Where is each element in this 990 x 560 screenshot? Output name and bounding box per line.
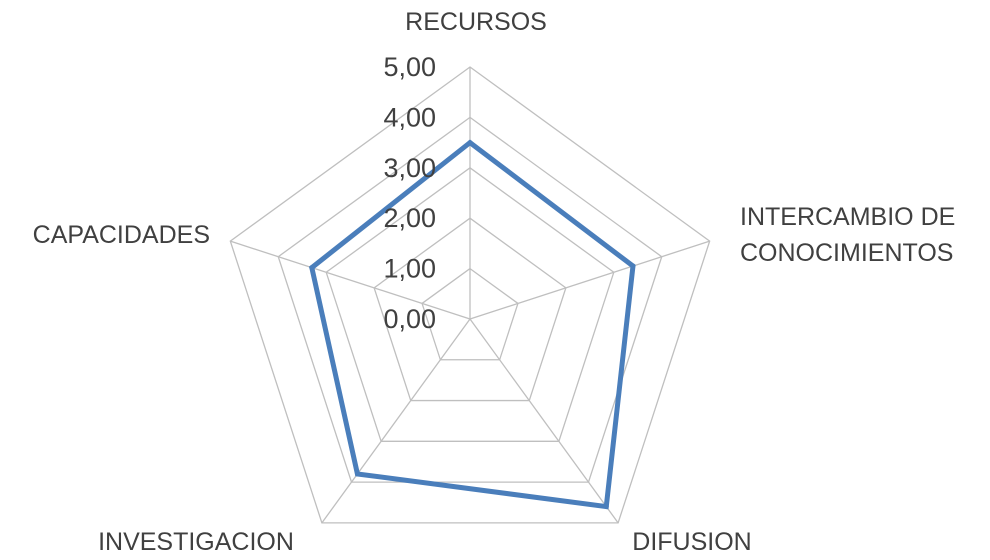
category-label-3: INVESTIGACION [98, 528, 294, 555]
axis-spoke-4 [230, 240, 471, 320]
axis-spoke-2 [469, 318, 619, 524]
category-label-1-line-0: INTERCAMBIO DE [740, 203, 955, 231]
grid-layer [229, 66, 711, 524]
data-point-0-2 [603, 504, 609, 510]
tick-label-5: 5,00 [383, 52, 436, 82]
data-point-0-0 [467, 140, 473, 146]
category-label-4: CAPACIDADES [33, 221, 210, 249]
grid-ring-5 [229, 66, 711, 524]
grid-ring-3 [325, 166, 615, 442]
tick-label-layer: 0,00 1,00 2,00 3,00 4,00 5,00 [383, 52, 436, 334]
series-line-0 [309, 139, 636, 510]
grid-ring-1 [421, 267, 519, 361]
data-point-0-3 [354, 471, 360, 477]
tick-label-3: 3,00 [383, 153, 436, 183]
tick-label-2: 2,00 [383, 203, 436, 233]
tick-label-0: 0,00 [383, 304, 436, 334]
category-label-1-line-1: CONOCIMIENTOS [740, 239, 953, 267]
data-point-0-4 [309, 265, 315, 271]
axis-layer [230, 67, 710, 524]
tick-label-4: 4,00 [383, 102, 436, 132]
series-layer [309, 139, 636, 510]
axis-spoke-3 [321, 318, 471, 524]
axis-spoke-1 [469, 240, 710, 320]
category-label-2: DIFUSION [632, 528, 751, 555]
grid-ring-2 [373, 217, 567, 402]
tick-label-1: 1,00 [383, 254, 436, 284]
category-label-layer: RECURSOS INTERCAMBIO DE CONOCIMIENTOS DIFUS… [33, 8, 956, 556]
data-point-0-1 [630, 263, 636, 269]
category-label-0: RECURSOS [405, 8, 547, 36]
grid-ring-4 [277, 116, 663, 483]
